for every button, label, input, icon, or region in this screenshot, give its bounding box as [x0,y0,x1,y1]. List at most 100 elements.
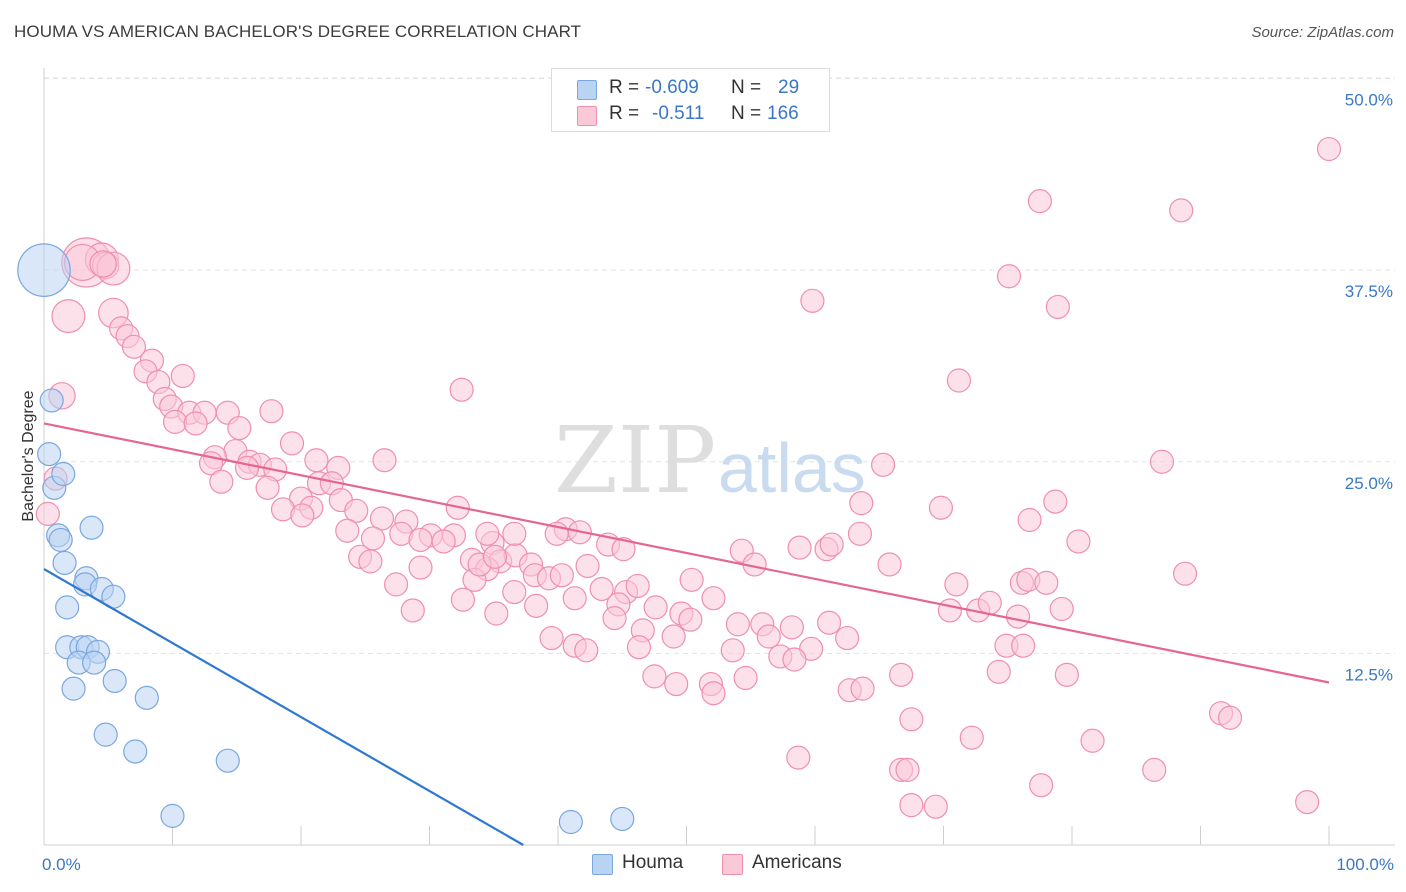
americans-point [482,544,508,569]
americans-point [733,665,758,690]
houma-swatch [577,80,597,100]
americans-point [661,624,686,649]
houma-point [39,388,64,413]
americans-point [431,529,456,554]
americans-point [895,757,920,782]
americans-point [1034,570,1059,595]
n-label: N = [731,103,762,124]
americans-point [720,638,745,663]
americans-point [800,288,825,313]
americans-point [227,415,252,441]
americans-point [1080,728,1105,753]
americans-point [1295,789,1320,815]
americans-point [1043,489,1068,514]
watermark-zip: ZIP [554,407,716,514]
americans-point [1169,198,1194,223]
americans-point [255,475,280,500]
houma-point [82,650,107,675]
americans-swatch [722,854,743,875]
americans-point [642,664,667,689]
americans-point [899,707,924,732]
houma-point [215,748,240,773]
americans-trend-line [43,422,1330,684]
americans-point [400,598,425,623]
americans-point [625,573,650,599]
legend-row-americans: R = -0.511 N = 166 [552,99,829,127]
americans-swatch [577,106,597,126]
americans-point [1045,294,1070,319]
americans-point [1172,561,1198,586]
americans-point [502,521,527,546]
americans-point [408,555,433,580]
americans-point [725,612,750,637]
americans-point [502,579,527,605]
americans-point [575,553,600,579]
americans-point [1217,705,1243,730]
americans-point [664,671,689,697]
r-label: R = [609,103,640,124]
americans-point [849,491,874,516]
houma-point [17,243,71,297]
r-value: -0.609 [645,77,699,98]
americans-point [1017,507,1042,533]
americans-point [384,572,409,597]
americans-point [847,521,873,546]
americans-point [344,498,369,523]
americans-point [756,624,781,649]
y-tick-label: 50.0% [1345,91,1393,110]
americans-point [89,250,117,278]
americans-point [574,638,599,663]
houma-point [55,595,80,620]
americans-point [1049,596,1074,621]
americans-point [475,521,500,546]
americans-point [643,595,668,620]
americans-point [372,448,397,473]
americans-point [484,601,509,626]
americans-point [304,448,329,473]
y-tick-label: 37.5% [1345,282,1393,301]
americans-point [335,518,360,543]
americans-point [358,549,383,574]
n-value: 166 [767,103,799,124]
americans-point [679,567,704,592]
legend-row-houma: R = -0.609 N = 29 [552,73,829,101]
americans-point [871,452,896,477]
americans-point [290,503,315,528]
americans-point [589,576,614,602]
americans-point [850,676,875,701]
americans-point [996,264,1022,289]
y-tick-label: 12.5% [1345,665,1393,684]
americans-point [1011,633,1036,658]
americans-point [819,532,844,557]
americans-point [817,610,842,635]
americans-point [779,615,804,640]
houma-point [160,803,185,828]
americans-point [928,495,954,520]
americans-point [787,535,812,560]
americans-point [1029,773,1054,798]
houma-point [48,527,73,553]
americans-point [234,455,260,480]
americans-point [562,586,587,611]
americans-point [450,587,475,612]
americans-point [170,363,195,388]
houma-point [558,809,583,835]
americans-point [162,409,188,434]
houma-point [52,550,77,576]
x-tick-labels: 0.0% 100.0% [42,855,1394,874]
americans-point [889,662,914,687]
houma-point [102,668,127,694]
americans-point [183,411,208,436]
correlation-legend: R = -0.609 N = 29 R = -0.511 N = 166 [551,68,830,132]
americans-point [899,793,924,818]
americans-point [701,586,726,611]
americans-point [626,635,652,660]
americans-point [549,563,574,588]
houma-label: Houma [622,852,684,873]
americans-label: Americans [752,852,842,873]
americans-point [369,506,395,531]
houma-trend-line [43,568,524,846]
n-value: 29 [778,77,800,98]
americans-point [959,725,984,750]
houma-point [610,806,635,832]
